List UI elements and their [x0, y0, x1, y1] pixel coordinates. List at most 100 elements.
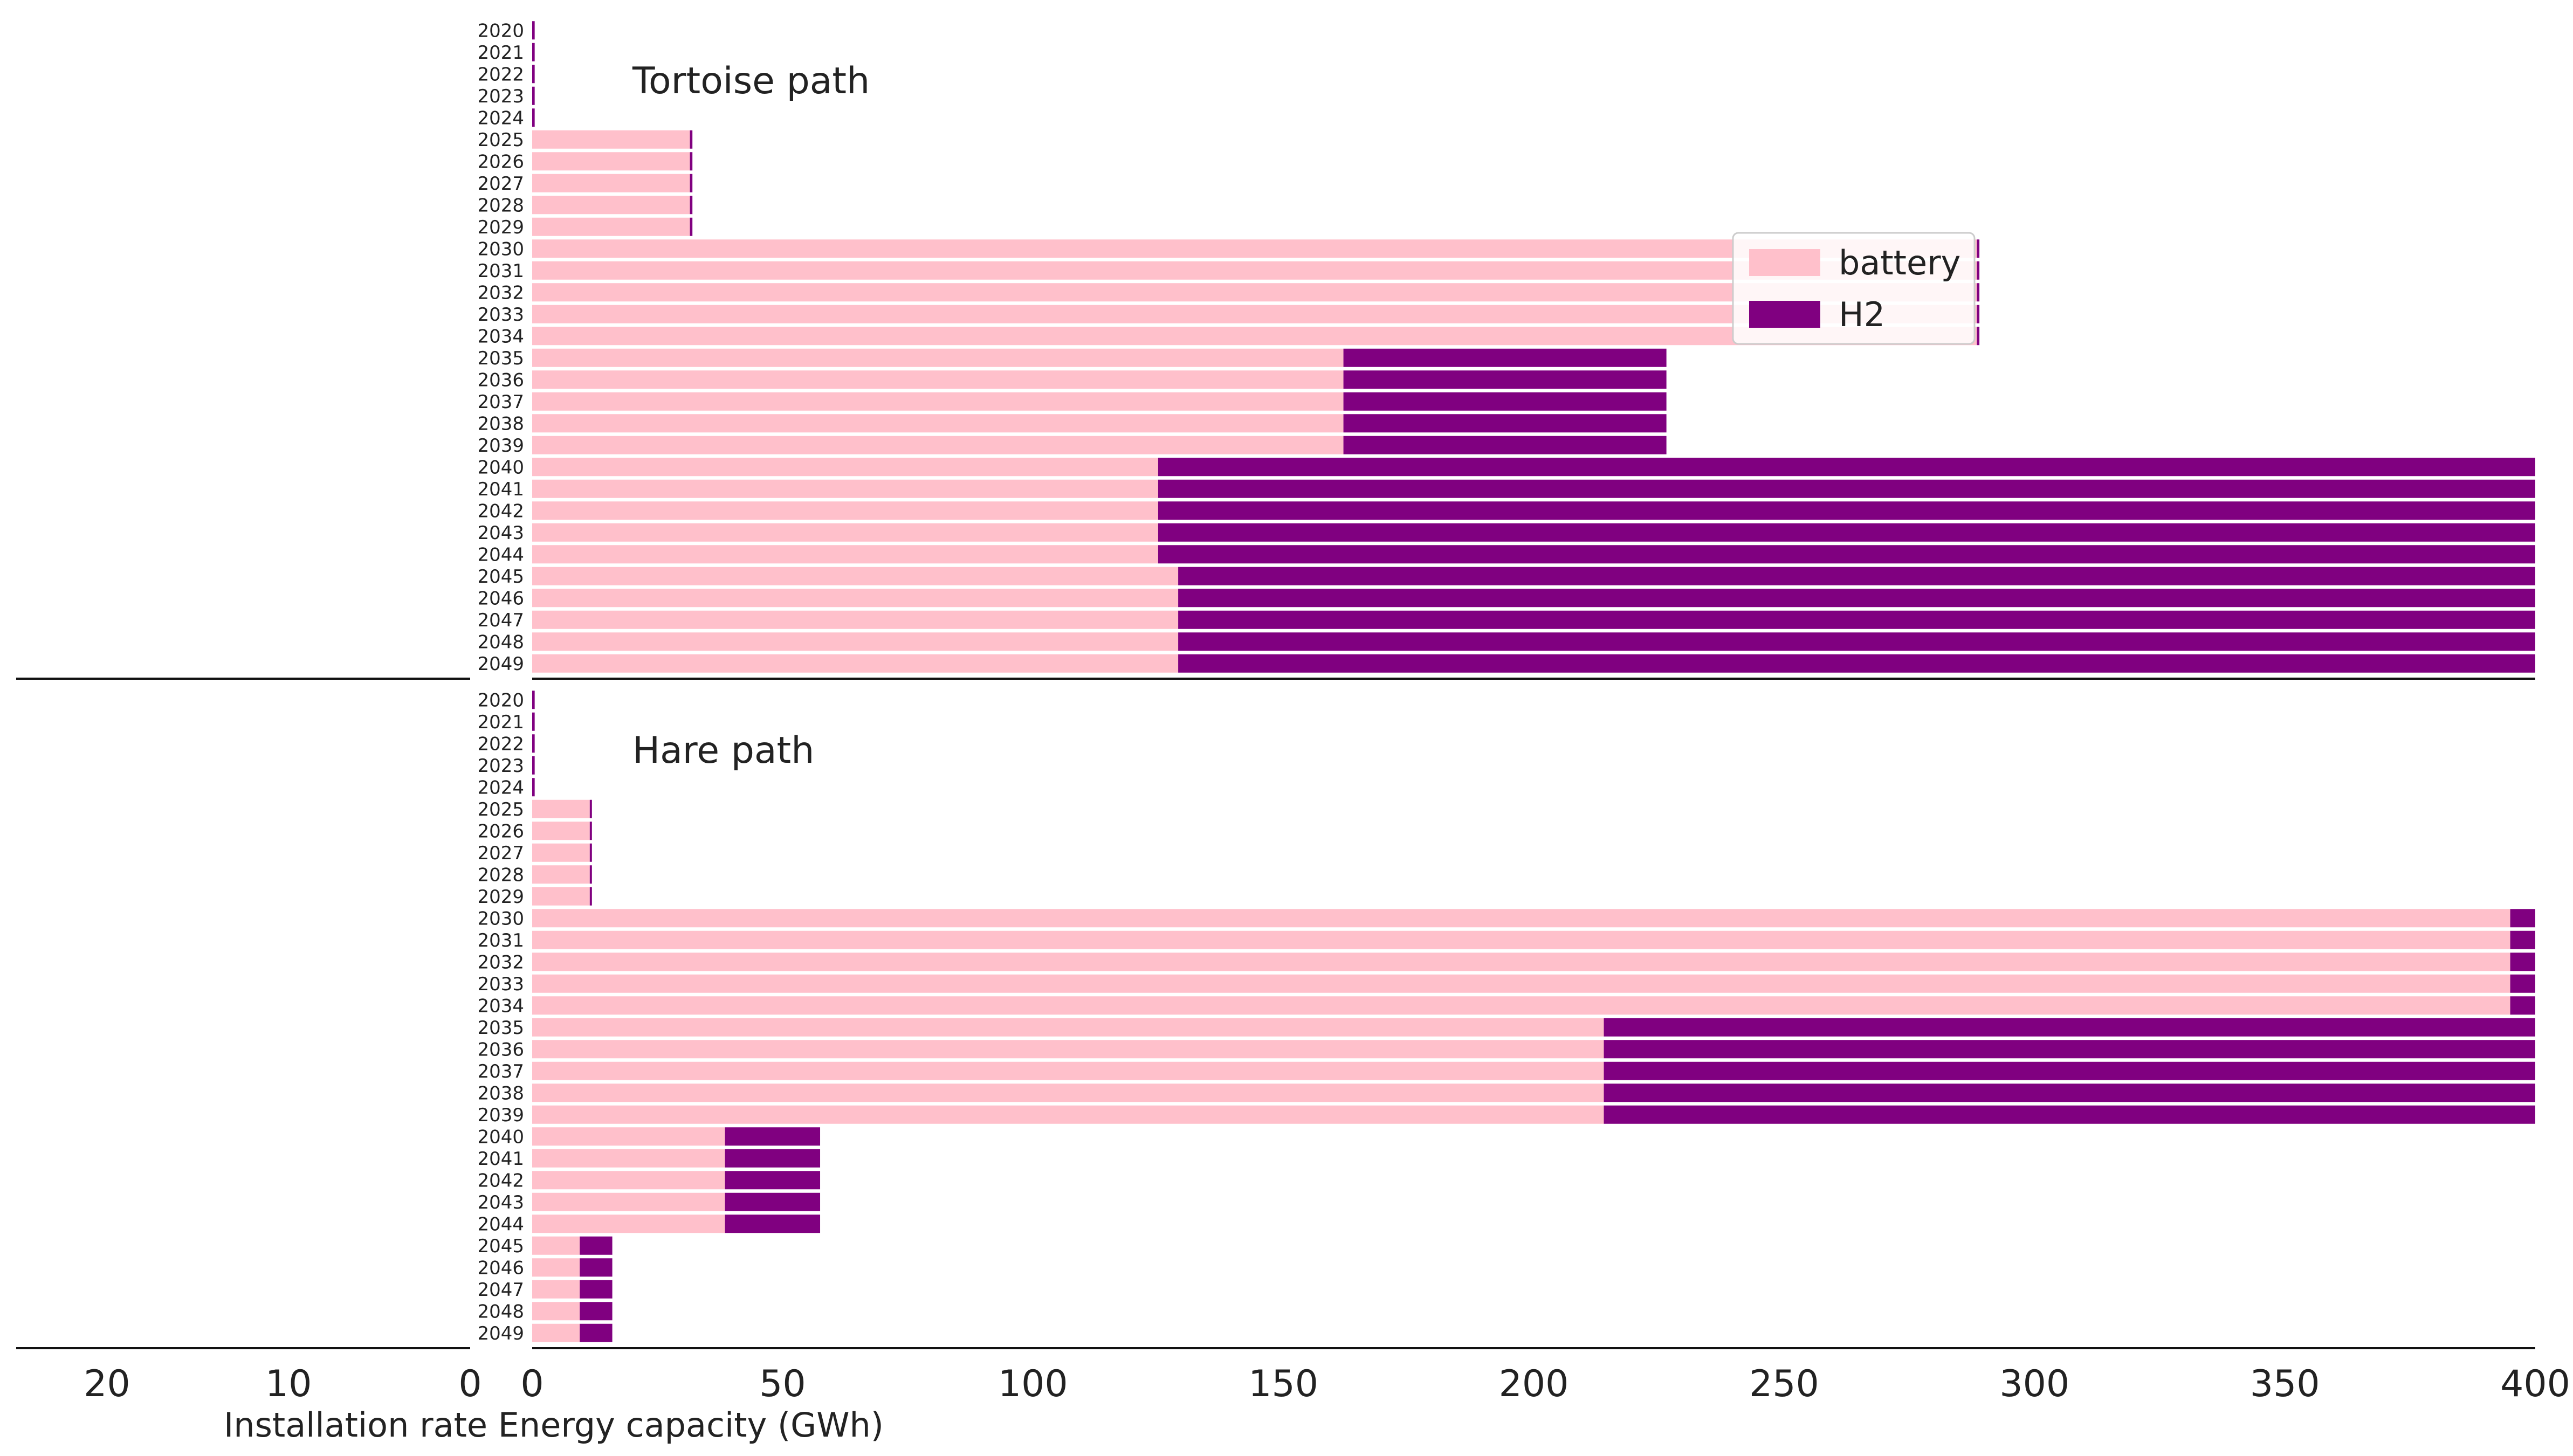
- bar-battery-2025: [532, 799, 590, 818]
- legend-label-battery: battery: [1839, 243, 1960, 282]
- bar-h2-2029: [589, 887, 592, 906]
- bar-h2-2038: [1604, 1084, 2535, 1102]
- bar-h2-2049: [580, 1323, 613, 1342]
- bar-battery-2047: [532, 1280, 580, 1299]
- bar-battery-2041: [532, 479, 1158, 498]
- year-tick-label: 2045: [477, 1236, 524, 1257]
- x-tick-label: 400: [2500, 1363, 2570, 1405]
- bar-h2-2042: [725, 1171, 821, 1190]
- bar-battery-2028: [532, 196, 690, 215]
- bar-h2-2034: [1977, 327, 1980, 346]
- bar-h2-2021: [532, 43, 535, 61]
- bar-h2-2039: [1343, 436, 1667, 454]
- panel-tortoise: Tortoise path202020212022202320242025202…: [477, 20, 2535, 675]
- year-tick-label: 2040: [477, 457, 524, 478]
- bar-h2-2044: [1158, 545, 2535, 564]
- bar-h2-2028: [589, 865, 592, 884]
- year-tick-label: 2021: [477, 712, 524, 733]
- bar-h2-2026: [589, 822, 592, 840]
- year-tick-label: 2021: [477, 42, 524, 64]
- legend-label-h2: H2: [1839, 295, 1885, 334]
- bar-battery-2038: [532, 1084, 1604, 1102]
- bar-battery-2036: [532, 1040, 1604, 1059]
- left-x-tick-label: 10: [265, 1363, 312, 1405]
- bar-battery-2026: [532, 822, 590, 840]
- year-tick-label: 2025: [477, 129, 524, 151]
- x-tick-label: 250: [1749, 1363, 1819, 1405]
- bar-h2-2040: [725, 1127, 821, 1146]
- bar-h2-2023: [532, 86, 535, 105]
- bar-h2-2027: [690, 174, 693, 192]
- year-tick-label: 2048: [477, 631, 524, 653]
- bar-h2-2039: [1604, 1105, 2535, 1124]
- bar-h2-2020: [532, 691, 535, 709]
- year-tick-label: 2028: [477, 864, 524, 886]
- year-tick-label: 2036: [477, 1039, 524, 1060]
- bar-h2-2033: [2510, 974, 2535, 993]
- bar-h2-2045: [1178, 567, 2535, 585]
- bar-h2-2024: [532, 778, 535, 797]
- bar-battery-2026: [532, 152, 690, 171]
- year-tick-label: 2041: [477, 1148, 524, 1170]
- bar-h2-2024: [532, 108, 535, 127]
- bar-h2-2031: [1977, 261, 1980, 280]
- bar-h2-2032: [2510, 953, 2535, 971]
- year-tick-label: 2049: [477, 1323, 524, 1344]
- year-tick-label: 2035: [477, 348, 524, 369]
- year-tick-label: 2027: [477, 173, 524, 195]
- panel-title: Hare path: [632, 729, 814, 772]
- bar-battery-2025: [532, 130, 690, 149]
- bar-battery-2045: [532, 1236, 580, 1255]
- bar-battery-2047: [532, 610, 1179, 629]
- bar-h2-2028: [690, 196, 693, 215]
- year-tick-label: 2034: [477, 326, 524, 347]
- year-tick-label: 2044: [477, 1213, 524, 1235]
- bar-battery-2043: [532, 1192, 725, 1211]
- panel-hare: Hare path2020202120222023202420252026202…: [477, 689, 2535, 1344]
- bar-h2-2021: [532, 712, 535, 731]
- year-tick-label: 2046: [477, 1257, 524, 1279]
- year-tick-label: 2032: [477, 282, 524, 303]
- legend-swatch-h2: [1749, 301, 1820, 328]
- left-x-tick-label: 0: [458, 1363, 481, 1405]
- bar-battery-2043: [532, 523, 1158, 542]
- bar-h2-2030: [1977, 239, 1980, 258]
- year-tick-label: 2026: [477, 820, 524, 842]
- x-tick-label: 0: [520, 1363, 544, 1405]
- bar-h2-2026: [690, 152, 693, 171]
- year-tick-label: 2038: [477, 413, 524, 434]
- year-tick-label: 2031: [477, 260, 524, 282]
- bar-battery-2037: [532, 392, 1344, 411]
- bar-h2-2022: [532, 734, 535, 753]
- panel-title: Tortoise path: [632, 60, 870, 102]
- year-tick-label: 2029: [477, 217, 524, 238]
- x-tick-label: 350: [2250, 1363, 2320, 1405]
- x-tick-label: 300: [1999, 1363, 2069, 1405]
- bar-h2-2043: [1158, 523, 2535, 542]
- bar-h2-2023: [532, 756, 535, 775]
- bar-battery-2039: [532, 1105, 1604, 1124]
- bar-h2-2035: [1604, 1018, 2535, 1037]
- year-tick-label: 2030: [477, 238, 524, 260]
- bar-h2-2033: [1977, 305, 1980, 323]
- year-tick-label: 2040: [477, 1126, 524, 1148]
- year-tick-label: 2022: [477, 733, 524, 755]
- bar-h2-2046: [1178, 589, 2535, 608]
- bar-battery-2033: [532, 974, 2510, 993]
- year-tick-label: 2029: [477, 886, 524, 908]
- year-tick-label: 2034: [477, 995, 524, 1017]
- year-tick-label: 2028: [477, 195, 524, 216]
- bar-h2-2022: [532, 65, 535, 84]
- year-tick-label: 2020: [477, 689, 524, 711]
- bar-h2-2025: [690, 130, 693, 149]
- bar-h2-2035: [1343, 348, 1667, 367]
- year-tick-label: 2039: [477, 1105, 524, 1126]
- bar-battery-2035: [532, 348, 1344, 367]
- bar-battery-2037: [532, 1061, 1604, 1080]
- year-tick-label: 2033: [477, 304, 524, 326]
- bar-battery-2049: [532, 1323, 580, 1342]
- year-tick-label: 2043: [477, 1192, 524, 1213]
- bar-battery-2048: [532, 1302, 580, 1321]
- year-tick-label: 2044: [477, 544, 524, 565]
